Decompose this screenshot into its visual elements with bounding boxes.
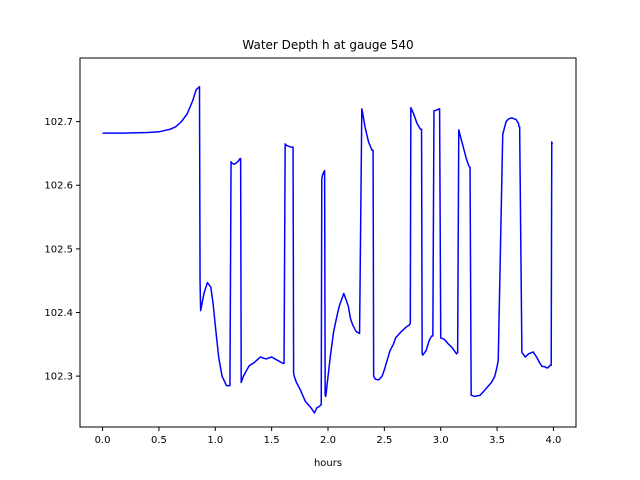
x-tick-label: 4.0 <box>546 435 562 446</box>
series-layer <box>102 85 554 414</box>
chart-title: Water Depth h at gauge 540 <box>242 38 413 52</box>
x-axis: 0.0 0.5 1.0 1.5 2.0 2.5 3.0 3.5 4.0 <box>95 427 562 446</box>
x-tick-label: 2.5 <box>376 435 392 446</box>
x-tick-label: 3.0 <box>433 435 449 446</box>
y-tick-label: 102.5 <box>44 244 73 255</box>
plot-area <box>80 58 576 427</box>
x-tick-label: 3.5 <box>489 435 505 446</box>
y-tick-label: 102.4 <box>44 308 73 319</box>
x-axis-label: hours <box>314 458 342 469</box>
y-axis: 102.3 102.4 102.5 102.6 102.7 <box>44 117 80 383</box>
plot-frame <box>79 57 577 428</box>
x-tick-label: 0.5 <box>151 435 167 446</box>
y-tick-label: 102.3 <box>44 372 73 383</box>
series-line <box>102 85 554 414</box>
x-tick-label: 2.0 <box>320 435 336 446</box>
x-tick-label: 1.5 <box>264 435 280 446</box>
y-tick-label: 102.7 <box>44 117 73 128</box>
x-tick-label: 0.0 <box>95 435 111 446</box>
y-tick-label: 102.6 <box>44 181 73 192</box>
x-tick-label: 1.0 <box>207 435 223 446</box>
